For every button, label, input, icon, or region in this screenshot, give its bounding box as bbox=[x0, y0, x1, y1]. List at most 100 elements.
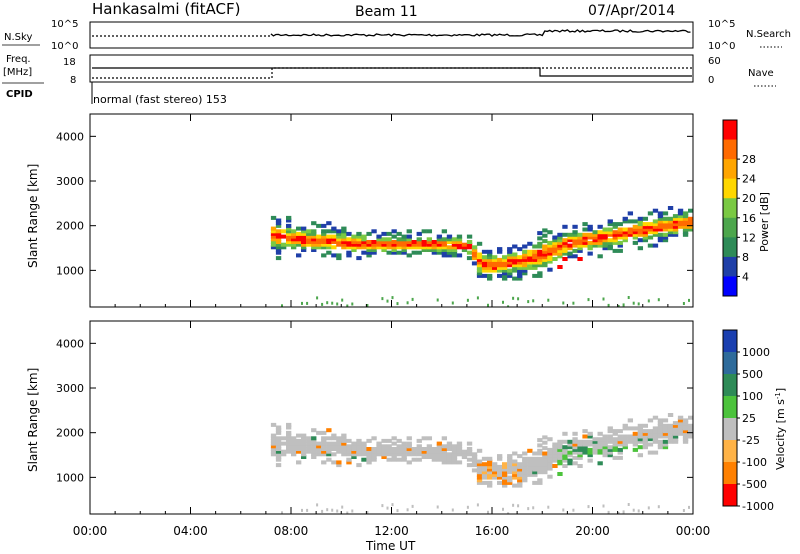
power-cell bbox=[316, 245, 322, 250]
power-cell bbox=[592, 240, 598, 245]
velocity-cell bbox=[522, 472, 528, 477]
velocity-cell bbox=[522, 459, 528, 464]
power-cell bbox=[401, 240, 407, 244]
power-cell bbox=[331, 237, 337, 242]
power-cell bbox=[552, 238, 558, 243]
velocity-cell bbox=[602, 450, 608, 455]
velocity-cell bbox=[672, 423, 679, 428]
velocity-cell bbox=[321, 452, 327, 457]
velocity-cell bbox=[371, 449, 377, 454]
power-cell bbox=[592, 243, 598, 248]
velocity-cell bbox=[476, 448, 483, 453]
velocity-cell bbox=[517, 462, 523, 467]
velocity-cell bbox=[391, 455, 397, 459]
power-cell bbox=[587, 232, 593, 237]
power-cell bbox=[677, 216, 684, 221]
velocity-cell bbox=[275, 430, 282, 435]
power-cell bbox=[416, 231, 422, 236]
power-cell bbox=[296, 231, 302, 236]
velocity-cell bbox=[537, 448, 543, 453]
velocity-cell bbox=[296, 433, 302, 438]
velocity-cell bbox=[522, 451, 528, 456]
power-cell bbox=[652, 219, 659, 224]
power-cell bbox=[547, 248, 553, 253]
velocity-cell bbox=[391, 449, 397, 454]
power-cell bbox=[366, 253, 372, 258]
power-cell bbox=[522, 271, 528, 276]
velocity-cell bbox=[406, 436, 412, 441]
power-cell bbox=[512, 263, 518, 268]
velocity-cell bbox=[547, 447, 553, 452]
power-cell bbox=[416, 242, 422, 247]
colorbar-swatch bbox=[723, 374, 737, 397]
velocity-cell bbox=[592, 442, 598, 447]
power-cell bbox=[326, 221, 332, 226]
power-cell bbox=[657, 235, 664, 240]
velocity-cell bbox=[647, 429, 654, 434]
velocity-cell bbox=[537, 456, 543, 461]
power-cell bbox=[321, 253, 327, 258]
power-cell bbox=[672, 222, 679, 227]
velocity-cell bbox=[682, 431, 689, 436]
power-cell bbox=[311, 237, 317, 242]
power-cell bbox=[688, 222, 693, 227]
velocity-cell bbox=[436, 444, 443, 449]
power-cell bbox=[366, 248, 372, 252]
power-cell bbox=[672, 227, 679, 232]
power-cell bbox=[662, 222, 669, 227]
velocity-cell bbox=[602, 453, 608, 458]
velocity-cell bbox=[476, 470, 483, 475]
velocity-cell bbox=[311, 438, 317, 443]
velocity-cell bbox=[502, 480, 508, 485]
velocity-cell bbox=[346, 444, 352, 449]
velocity-cell bbox=[662, 429, 669, 434]
velocity-cell bbox=[270, 438, 277, 443]
power-cell bbox=[622, 230, 628, 235]
velocity-cell bbox=[321, 444, 327, 449]
power-cell bbox=[481, 273, 488, 278]
velocity-cell bbox=[537, 462, 543, 467]
velocity-cell bbox=[396, 444, 402, 449]
power-cell bbox=[672, 214, 679, 219]
power-cell bbox=[301, 231, 307, 236]
power-cell bbox=[270, 229, 277, 234]
power-cell bbox=[341, 298, 344, 302]
colorbar-tick-label: 12 bbox=[742, 231, 756, 244]
velocity-cell bbox=[461, 455, 468, 459]
power-cell bbox=[612, 232, 618, 237]
power-cell bbox=[441, 242, 448, 247]
velocity-cell bbox=[341, 444, 347, 449]
velocity-cell bbox=[597, 431, 603, 436]
velocity-cell bbox=[275, 441, 282, 446]
power-cell bbox=[381, 297, 384, 301]
power-cell bbox=[321, 302, 324, 306]
velocity-cell bbox=[381, 447, 387, 451]
power-cell bbox=[361, 240, 367, 244]
velocity-cell bbox=[587, 453, 593, 458]
power-cell bbox=[431, 248, 438, 252]
power-cell bbox=[421, 240, 427, 244]
velocity-cell bbox=[497, 454, 503, 459]
velocity-cell bbox=[592, 439, 598, 444]
time-x-ticks: 00:00 04:00 08:00 12:00 16:00 20:00 00:00 bbox=[73, 114, 710, 538]
velocity-cell bbox=[617, 450, 623, 455]
velocity-cell bbox=[632, 439, 639, 444]
velocity-cell bbox=[341, 441, 347, 446]
power-cell bbox=[657, 232, 664, 237]
power-cell bbox=[296, 240, 302, 244]
velocity-cell bbox=[356, 447, 362, 451]
power-cell bbox=[577, 238, 583, 243]
velocity-cell bbox=[577, 442, 583, 447]
velocity-cell bbox=[481, 462, 488, 467]
power-cell bbox=[682, 222, 689, 227]
velocity-cell bbox=[301, 452, 307, 457]
velocity-cell bbox=[572, 455, 578, 460]
power-cell bbox=[346, 240, 352, 244]
x-tick-label: 16:00 bbox=[475, 524, 510, 538]
velocity-cell bbox=[275, 438, 282, 443]
velocity-cell bbox=[487, 480, 493, 485]
power-cell bbox=[301, 248, 307, 252]
power-cell bbox=[436, 298, 439, 302]
velocity-cell bbox=[270, 433, 277, 438]
time-xlabel: Time UT bbox=[365, 539, 416, 553]
